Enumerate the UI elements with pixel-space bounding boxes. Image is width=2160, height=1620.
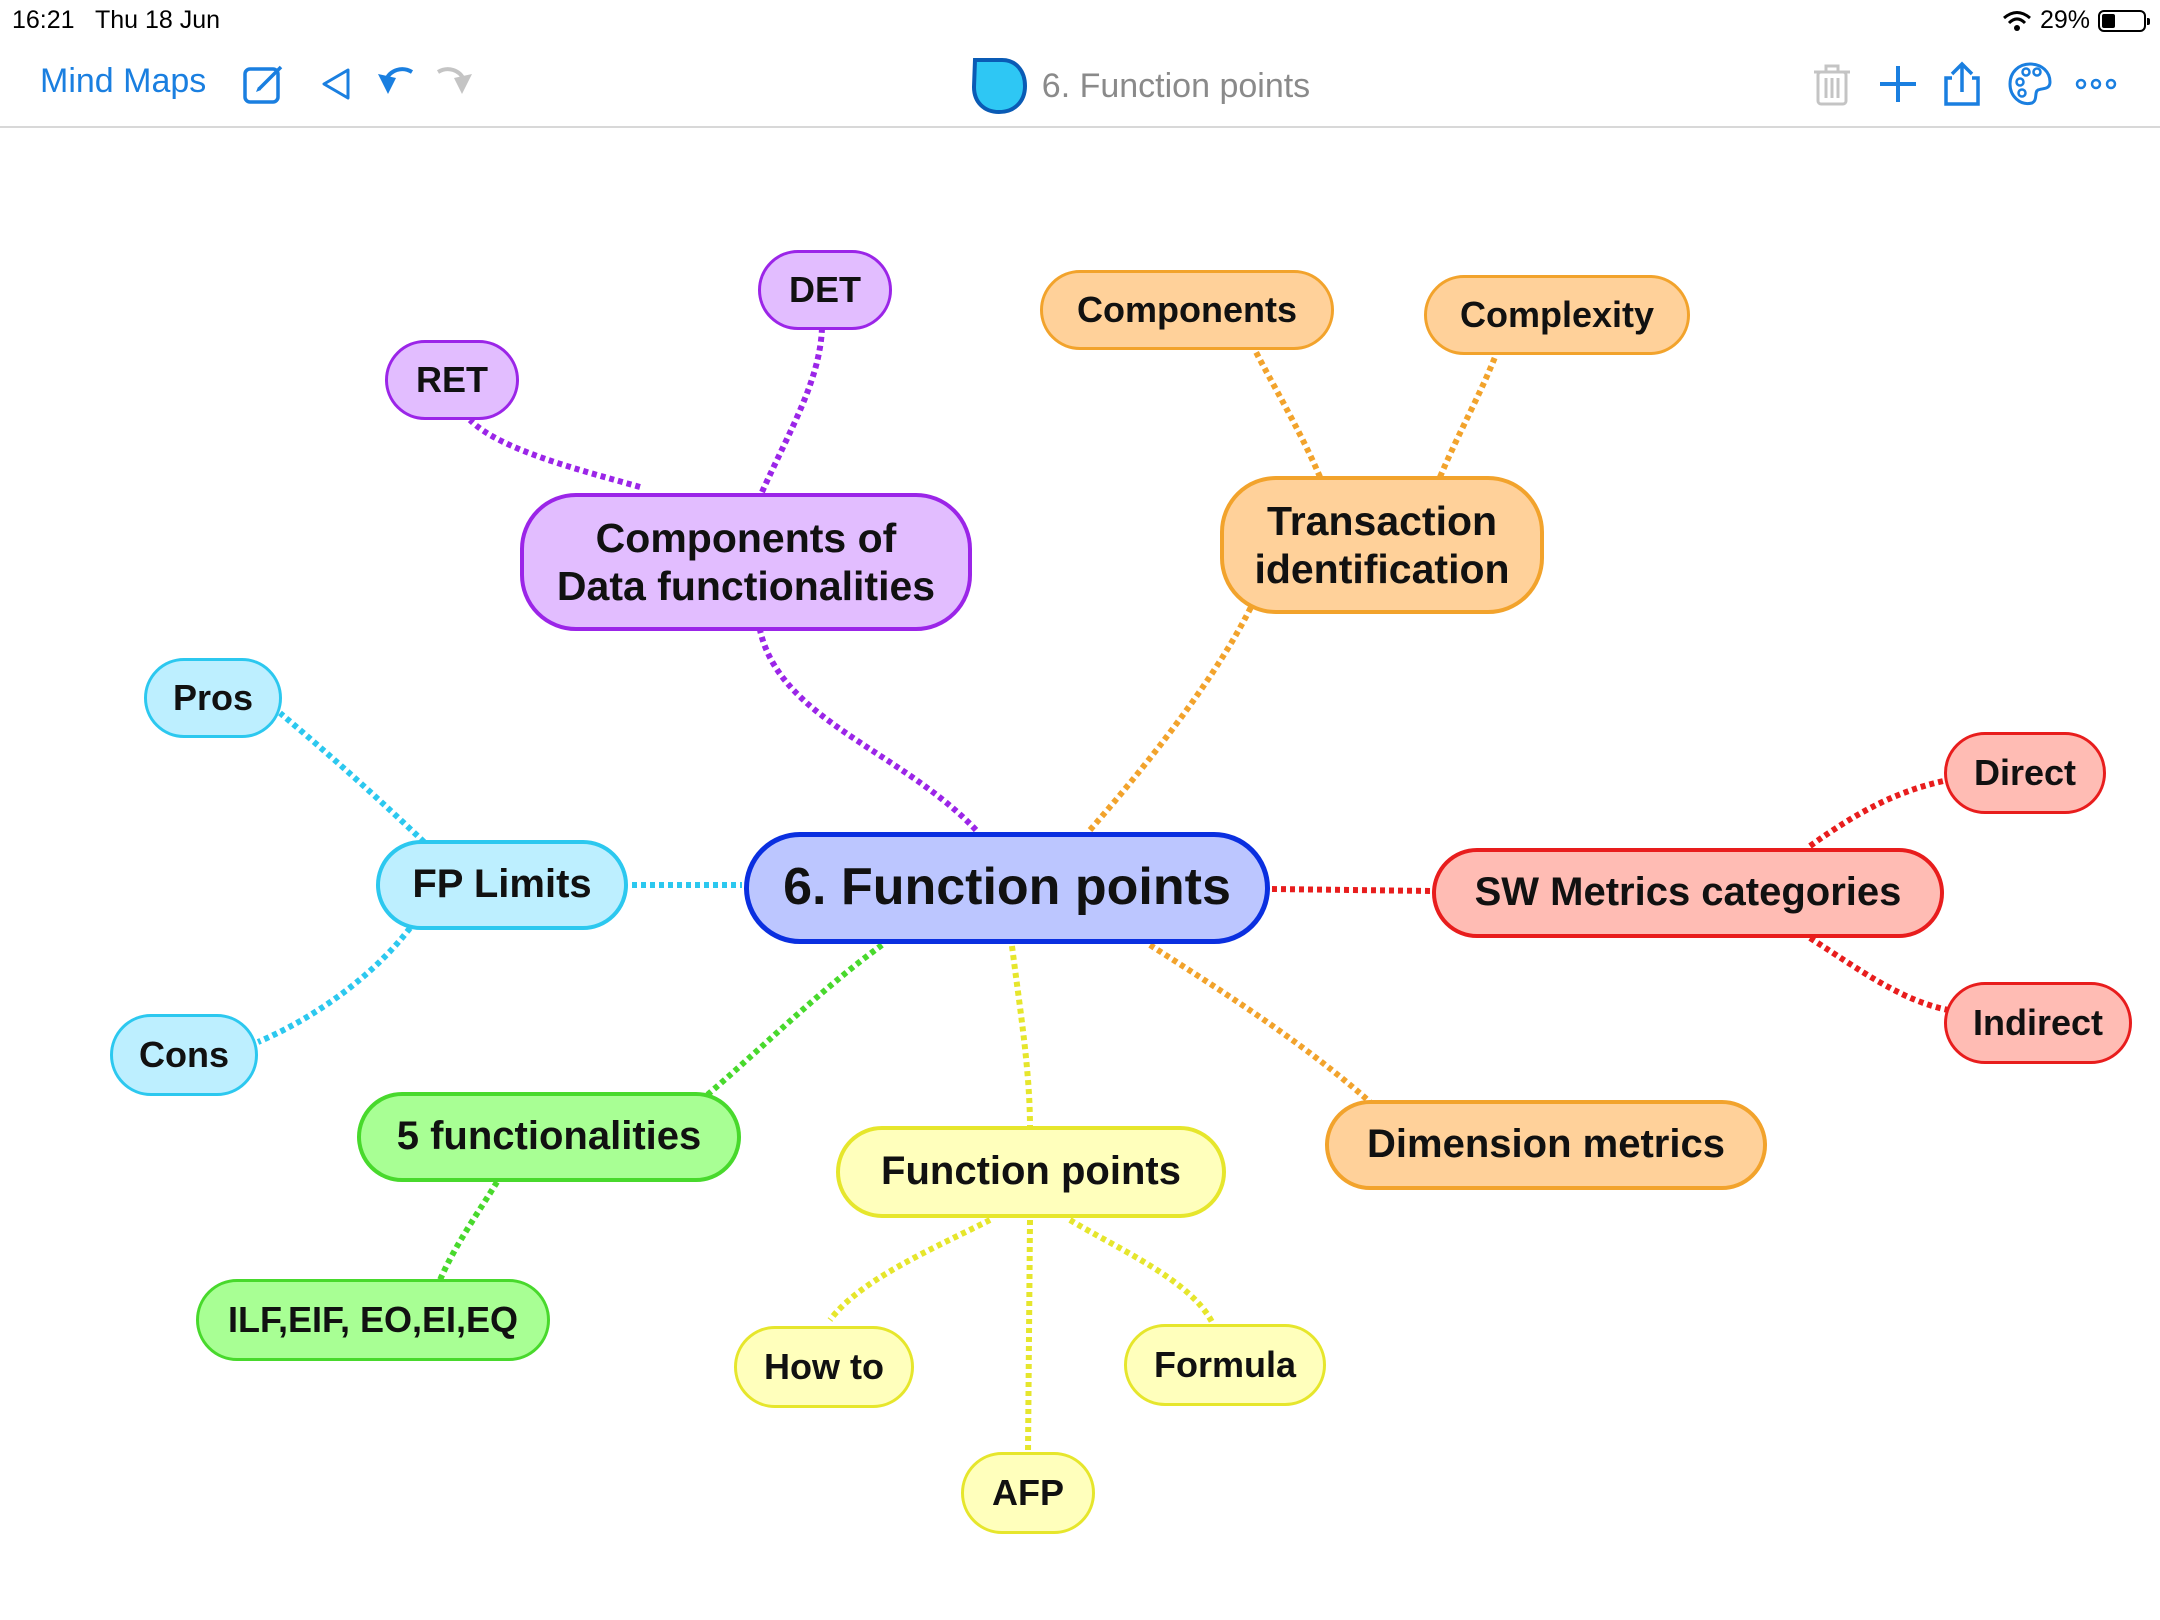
node-components[interactable]: Components <box>1040 270 1334 350</box>
node-transaction[interactable]: Transaction identification <box>1220 476 1544 614</box>
node-five-func[interactable]: 5 functionalities <box>357 1092 741 1182</box>
document-title: 6. Function points <box>0 56 2160 116</box>
undo-icon[interactable] <box>372 60 420 108</box>
link-function-points-how-to <box>827 1217 992 1322</box>
node-det-label: DET <box>789 268 861 310</box>
node-cons[interactable]: Cons <box>110 1014 258 1096</box>
node-complexity-label: Complexity <box>1459 293 1655 335</box>
link-transaction-complexity <box>1437 355 1498 479</box>
battery-percent: 29% <box>2039 6 2090 34</box>
node-formula-label: Formula <box>1153 1343 1296 1385</box>
node-dimension[interactable]: Dimension metrics <box>1325 1100 1767 1190</box>
node-function-points[interactable]: Function points <box>836 1126 1226 1218</box>
link-fp-limits-pros <box>278 710 427 845</box>
back-triangle-icon[interactable] <box>314 60 362 108</box>
node-direct-label: Direct <box>1973 751 2077 793</box>
status-date: Thu 18 Jun <box>95 6 221 34</box>
link-central-sw-metrics <box>1271 886 1433 894</box>
node-direct[interactable]: Direct <box>1944 732 2106 814</box>
link-function-points-formula <box>1068 1217 1215 1324</box>
link-function-points-afp <box>1025 1219 1033 1453</box>
plus-icon[interactable] <box>1874 60 1922 108</box>
node-five-func-label: 5 functionalities <box>396 1114 702 1159</box>
status-bar: 16:21 Thu 18 Jun 29% <box>0 0 2160 40</box>
node-function-points-label: Function points <box>881 1149 1181 1194</box>
node-how-to[interactable]: How to <box>734 1326 914 1408</box>
redo-icon[interactable] <box>430 60 478 108</box>
link-five-func-ilf <box>437 1180 500 1282</box>
document-title-text: 6. Function points <box>1041 66 1311 105</box>
more-icon[interactable] <box>2072 60 2120 108</box>
node-complexity[interactable]: Complexity <box>1424 275 1690 355</box>
node-components-data-line1: Components of <box>595 514 897 561</box>
node-cons-label: Cons <box>139 1033 229 1075</box>
node-fp-limits[interactable]: FP Limits <box>376 840 628 930</box>
node-transaction-line2: identification <box>1254 546 1510 592</box>
node-indirect[interactable]: Indirect <box>1944 982 2132 1064</box>
share-icon[interactable] <box>1938 60 1986 108</box>
link-central-five-func <box>704 942 884 1099</box>
node-components-data[interactable]: Components of Data functionalities <box>520 493 972 631</box>
link-central-components-data <box>757 629 979 833</box>
node-det[interactable]: DET <box>758 250 892 330</box>
node-formula[interactable]: Formula <box>1124 1324 1326 1406</box>
compose-icon[interactable] <box>240 60 288 108</box>
node-ilf[interactable]: ILF,EIF, EO,EI,EQ <box>196 1279 550 1361</box>
link-sw-metrics-direct <box>1808 777 1949 849</box>
node-sw-metrics[interactable]: SW Metrics categories <box>1432 848 1944 938</box>
palette-icon[interactable] <box>2006 60 2054 108</box>
link-fp-limits-cons <box>256 926 413 1045</box>
link-central-transaction <box>1087 603 1255 832</box>
link-transaction-components <box>1252 348 1323 479</box>
node-afp-label: AFP <box>992 1471 1064 1513</box>
central-node-label: 6. Function points <box>783 858 1231 917</box>
status-time: 16:21 <box>12 6 75 34</box>
node-ilf-label: ILF,EIF, EO,EI,EQ <box>227 1298 519 1340</box>
toolbar: Mind Maps 6. Function points <box>0 42 2160 128</box>
app-logo-icon <box>971 58 1027 115</box>
node-how-to-label: How to <box>764 1345 884 1387</box>
mind-maps-back-button[interactable]: Mind Maps <box>40 62 207 100</box>
mindmap-canvas[interactable]: 6. Function points Components of Data fu… <box>0 130 2160 1620</box>
node-fp-limits-label: FP Limits <box>412 862 592 907</box>
node-ret-label: RET <box>416 358 488 400</box>
node-dimension-label: Dimension metrics <box>1367 1122 1725 1167</box>
mindmap-connectors <box>256 327 1949 1453</box>
node-indirect-label: Indirect <box>1972 1001 2104 1043</box>
node-components-label: Components <box>1077 288 1297 330</box>
link-central-function-points <box>1009 945 1033 1129</box>
trash-icon[interactable] <box>1808 60 1856 108</box>
battery-icon <box>2098 9 2150 32</box>
link-central-dimension <box>1148 942 1372 1105</box>
link-components-data-ret <box>467 417 641 490</box>
link-components-data-det <box>759 327 825 494</box>
node-ret[interactable]: RET <box>385 340 519 420</box>
node-afp[interactable]: AFP <box>961 1452 1095 1534</box>
link-sw-metrics-indirect <box>1808 935 1949 1013</box>
status-right: 29% <box>2002 6 2150 35</box>
central-node[interactable]: 6. Function points <box>744 832 1270 944</box>
node-components-data-line2: Data functionalities <box>556 563 936 609</box>
node-transaction-line1: Transaction <box>1266 497 1498 544</box>
node-pros[interactable]: Pros <box>144 658 282 738</box>
node-sw-metrics-label: SW Metrics categories <box>1474 870 1902 915</box>
node-pros-label: Pros <box>172 676 254 718</box>
wifi-icon <box>2002 10 2031 31</box>
